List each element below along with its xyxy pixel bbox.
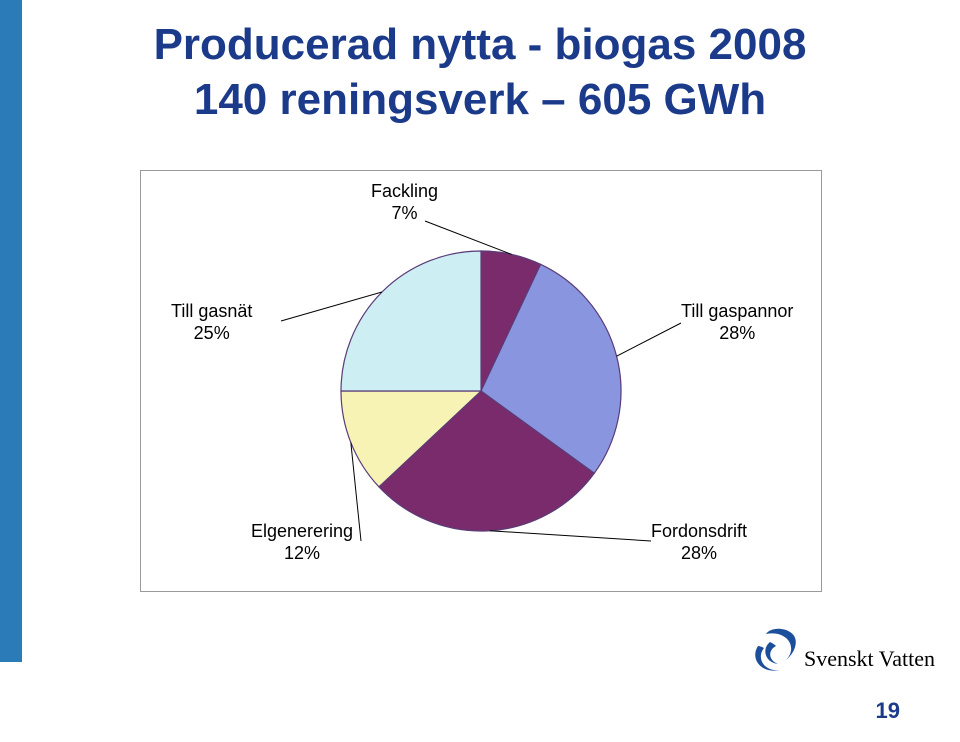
label-name: Fackling bbox=[371, 181, 438, 203]
leader-line bbox=[425, 221, 512, 254]
pie-chart-container: Fackling7%Till gaspannor28%Fordonsdrift2… bbox=[140, 170, 822, 592]
page-number: 19 bbox=[876, 698, 900, 724]
label-value: 12% bbox=[251, 543, 353, 565]
label-name: Elgenerering bbox=[251, 521, 353, 543]
pie-slice-till-gasnät bbox=[341, 251, 481, 391]
label-value: 28% bbox=[651, 543, 747, 565]
left-accent-bar bbox=[0, 0, 22, 662]
logo-svenskt-vatten: Svenskt Vatten bbox=[746, 628, 936, 698]
pie-label-elgenerering: Elgenerering12% bbox=[251, 521, 353, 564]
label-value: 28% bbox=[681, 323, 793, 345]
logo-text: Svenskt Vatten bbox=[804, 646, 935, 671]
leader-line bbox=[490, 531, 651, 541]
label-value: 7% bbox=[371, 203, 438, 225]
label-name: Till gasnät bbox=[171, 301, 252, 323]
pie-label-till-gasnät: Till gasnät25% bbox=[171, 301, 252, 344]
title-line-2: 140 reningsverk – 605 GWh bbox=[60, 75, 900, 126]
label-value: 25% bbox=[171, 323, 252, 345]
logo-mark bbox=[755, 629, 796, 671]
leader-line bbox=[617, 323, 681, 356]
pie-label-fackling: Fackling7% bbox=[371, 181, 438, 224]
label-name: Fordonsdrift bbox=[651, 521, 747, 543]
title-line-1: Producerad nytta - biogas 2008 bbox=[60, 20, 900, 71]
label-name: Till gaspannor bbox=[681, 301, 793, 323]
page-title: Producerad nytta - biogas 2008 140 renin… bbox=[60, 20, 900, 125]
pie-label-till-gaspannor: Till gaspannor28% bbox=[681, 301, 793, 344]
pie-label-fordonsdrift: Fordonsdrift28% bbox=[651, 521, 747, 564]
